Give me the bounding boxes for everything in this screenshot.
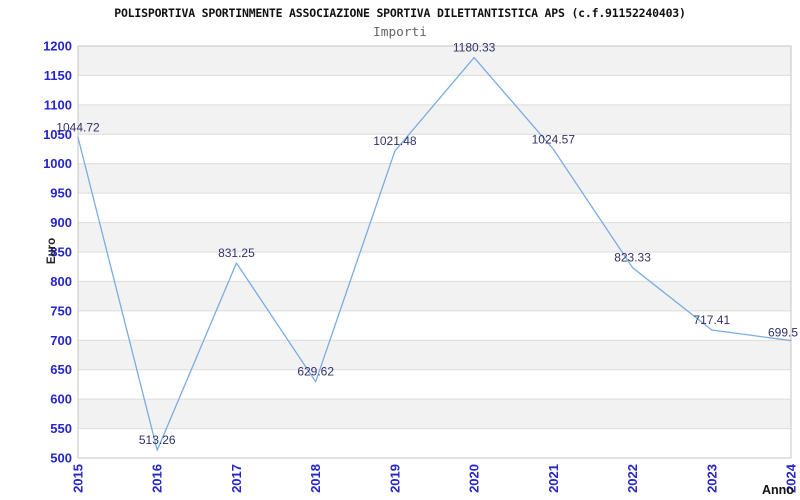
x-tick-label: 2019 — [387, 464, 402, 493]
y-tick-label: 1200 — [43, 39, 72, 54]
y-tick-label: 1050 — [43, 127, 72, 142]
background-band — [78, 104, 791, 135]
point-value-label: 823.33 — [614, 251, 651, 265]
point-value-label: 699.5 — [768, 326, 798, 340]
point-value-label: 831.25 — [218, 246, 255, 260]
y-tick-label: 900 — [50, 215, 72, 230]
background-band — [78, 222, 791, 252]
x-tick-label: 2023 — [704, 464, 719, 493]
background-band — [78, 281, 791, 311]
y-tick-label: 950 — [50, 186, 72, 201]
chart-subtitle: Importi — [373, 25, 427, 40]
y-tick-label: 850 — [50, 245, 72, 260]
y-tick-label: 1100 — [44, 97, 72, 112]
y-tick-label: 500 — [50, 451, 72, 466]
y-tick-label: 1000 — [43, 156, 72, 171]
x-tick-label: 2020 — [467, 464, 482, 493]
x-tick-label: 2018 — [308, 464, 323, 493]
x-tick-label: 2024 — [784, 463, 799, 493]
chart-title: POLISPORTIVA SPORTINMENTE ASSOCIAZIONE S… — [114, 6, 686, 20]
x-tick-label: 2016 — [150, 464, 165, 493]
point-value-label: 717.41 — [693, 313, 730, 327]
background-band — [78, 340, 791, 370]
background-band — [78, 46, 791, 76]
y-tick-label: 600 — [50, 392, 72, 407]
x-tick-label: 2015 — [71, 464, 86, 493]
background-band — [78, 399, 791, 429]
x-tick-label: 2021 — [546, 464, 561, 493]
point-value-label: 1024.57 — [532, 132, 576, 146]
data-line — [77, 56, 792, 451]
y-tick-label: 650 — [50, 362, 72, 377]
plot-border — [77, 45, 792, 459]
y-tick-label: 750 — [50, 303, 72, 318]
x-tick-label: 2022 — [625, 464, 640, 493]
y-tick-label: 800 — [50, 274, 72, 289]
y-axis-title: Euro — [46, 237, 58, 265]
point-value-label: 1044.72 — [56, 120, 100, 134]
y-tick-label: 1150 — [44, 68, 72, 83]
point-value-label: 629.62 — [297, 365, 334, 379]
point-value-label: 1021.48 — [373, 134, 417, 148]
point-value-label: 1180.33 — [453, 41, 496, 55]
point-value-label: 513.26 — [139, 433, 176, 447]
x-tick-label: 2017 — [229, 464, 244, 493]
y-tick-label: 700 — [50, 333, 72, 348]
x-axis-title: Anno — [762, 483, 794, 497]
y-tick-label: 550 — [50, 421, 72, 436]
background-band — [78, 163, 791, 194]
